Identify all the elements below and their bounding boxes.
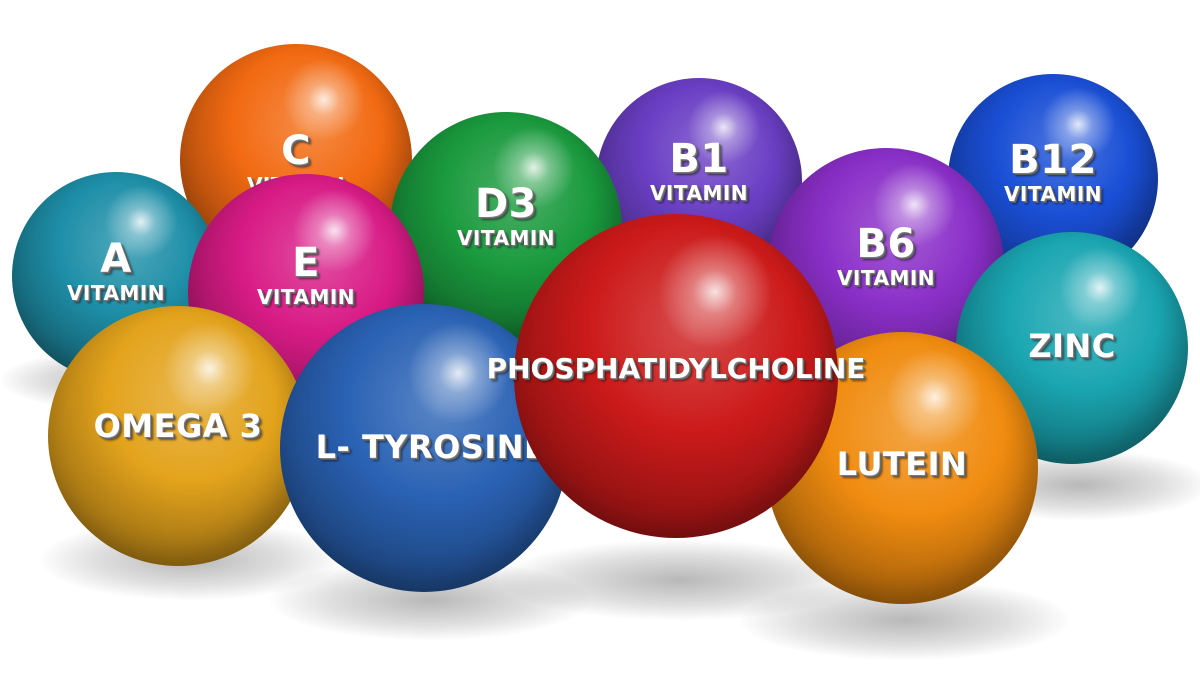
vitamin-c-letter: C [281, 128, 311, 174]
omega-3-label: OMEGA 3 [93, 407, 263, 445]
omega-3-sphere: OMEGA 3 [48, 306, 308, 566]
vitamin-b12-letter: B12 [1009, 137, 1097, 183]
vitamin-a-letter: A [100, 236, 132, 282]
vitamin-d3-letter: D3 [474, 181, 538, 227]
phosphatidylcholine-sphere: PHOSPHATIDYLCHOLINE [487, 214, 865, 538]
vitamin-b1-word: VITAMIN [649, 181, 749, 205]
vitamin-b1-letter: B1 [669, 136, 729, 182]
vitamin-e-word: VITAMIN [256, 285, 356, 309]
vitamin-b12-word: VITAMIN [1003, 182, 1103, 206]
vitamin-e-letter: E [292, 240, 320, 286]
vitamin-a-word: VITAMIN [66, 281, 166, 305]
vitamin-d3-word: VITAMIN [456, 226, 556, 250]
vitamin-b6-letter: B6 [856, 221, 916, 267]
phosphatidylcholine-label: PHOSPHATIDYLCHOLINE [486, 352, 866, 385]
l-tyrosine-label: L- TYROSINE [315, 428, 547, 466]
zinc-label: ZINC [1028, 327, 1116, 365]
lutein-label: LUTEIN [836, 445, 968, 483]
vitamin-b6-word: VITAMIN [836, 266, 936, 290]
